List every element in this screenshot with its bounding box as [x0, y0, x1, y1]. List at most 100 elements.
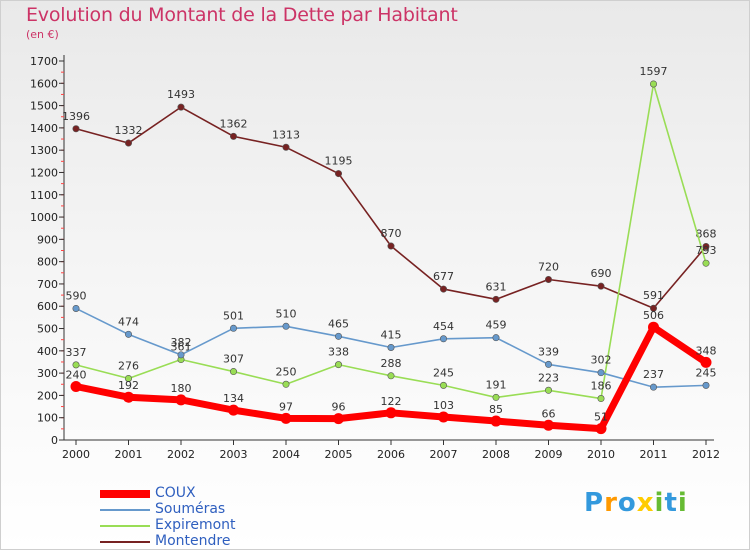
point-soumeras — [387, 343, 395, 351]
y-tick-label: 100 — [37, 412, 58, 425]
point-montendre — [177, 103, 185, 111]
point-montendre — [492, 295, 500, 303]
y-tick-label: 200 — [37, 389, 58, 402]
y-tick-label: 1300 — [30, 144, 58, 157]
data-label-soumeras: 474 — [118, 315, 139, 328]
point-coux — [700, 356, 712, 368]
legend-swatch — [100, 541, 150, 543]
data-label-coux: 85 — [489, 403, 503, 416]
data-label-soumeras: 415 — [381, 328, 402, 341]
data-label-montendre: 1493 — [167, 88, 195, 101]
point-montendre — [439, 285, 447, 293]
point-soumeras — [544, 360, 552, 368]
y-tick-label: 0 — [51, 434, 58, 447]
point-coux — [543, 419, 554, 431]
data-label-coux: 348 — [696, 344, 717, 357]
data-label-montendre: 690 — [591, 267, 612, 280]
y-tick-label: 1500 — [30, 100, 58, 113]
data-label-expiremont: 276 — [118, 359, 139, 372]
legend-label: COUX — [155, 485, 196, 501]
x-tick-label: 2003 — [220, 448, 248, 461]
point-expiremont — [702, 259, 710, 267]
point-montendre — [702, 242, 710, 250]
data-label-coux: 122 — [381, 395, 402, 408]
data-label-expiremont: 288 — [381, 357, 402, 370]
point-montendre — [544, 275, 552, 283]
y-tick-label: 1600 — [30, 77, 58, 90]
legend-swatch — [100, 525, 150, 527]
point-soumeras — [597, 369, 605, 377]
data-label-coux: 103 — [433, 399, 454, 412]
point-expiremont — [597, 395, 605, 403]
chart-title: Evolution du Montant de la Dette par Hab… — [26, 4, 458, 26]
data-label-soumeras: 510 — [276, 307, 297, 320]
point-expiremont — [492, 393, 500, 401]
data-label-expiremont: 793 — [696, 244, 717, 257]
legend-label: Montendre — [155, 533, 231, 549]
point-expiremont — [649, 80, 657, 88]
y-tick-label: 800 — [37, 256, 58, 269]
point-expiremont — [387, 372, 395, 380]
data-label-expiremont: 191 — [486, 378, 507, 391]
y-tick-label: 1000 — [30, 211, 58, 224]
data-label-soumeras: 454 — [433, 320, 454, 333]
data-label-montendre: 870 — [381, 227, 402, 240]
point-soumeras — [439, 335, 447, 343]
logo-letter: t — [664, 488, 678, 518]
y-tick-label: 500 — [37, 323, 58, 336]
data-label-montendre: 591 — [643, 289, 664, 302]
point-montendre — [125, 139, 133, 147]
point-soumeras — [702, 381, 710, 389]
point-expiremont — [125, 374, 133, 382]
point-expiremont — [72, 361, 80, 369]
data-label-soumeras: 590 — [66, 289, 87, 302]
data-label-expiremont: 337 — [66, 346, 87, 359]
data-label-coux: 134 — [223, 392, 244, 405]
data-label-expiremont: 361 — [171, 341, 192, 354]
point-coux — [333, 413, 344, 425]
x-tick-label: 2001 — [115, 448, 143, 461]
point-expiremont — [544, 386, 552, 394]
y-tick-label: 1700 — [30, 55, 58, 68]
point-montendre — [282, 143, 290, 151]
point-soumeras — [492, 334, 500, 342]
point-expiremont — [439, 381, 447, 389]
y-tick-label: 1200 — [30, 166, 58, 179]
data-label-expiremont: 223 — [538, 371, 559, 384]
data-label-soumeras: 465 — [328, 317, 349, 330]
data-label-soumeras: 382 — [171, 336, 192, 349]
data-label-coux: 192 — [118, 379, 139, 392]
point-soumeras — [649, 383, 657, 391]
point-soumeras — [230, 324, 238, 332]
data-label-montendre: 868 — [696, 227, 717, 240]
point-soumeras — [282, 322, 290, 330]
logo-letter: i — [677, 488, 688, 518]
point-coux — [228, 404, 239, 416]
x-tick-label: 2006 — [377, 448, 405, 461]
logo-letter: P — [584, 488, 605, 518]
point-expiremont — [230, 368, 238, 376]
point-soumeras — [125, 330, 133, 338]
x-tick-label: 2007 — [430, 448, 458, 461]
point-coux — [438, 411, 449, 423]
data-label-expiremont: 245 — [433, 366, 454, 379]
x-tick-label: 2010 — [587, 448, 615, 461]
proxiti-logo: Proxiti — [584, 488, 688, 518]
data-label-montendre: 1195 — [325, 155, 353, 168]
point-montendre — [334, 170, 342, 178]
point-coux — [175, 394, 187, 406]
x-tick-label: 2011 — [640, 448, 668, 461]
data-label-montendre: 1332 — [115, 124, 143, 137]
y-tick-label: 300 — [37, 367, 58, 380]
point-soumeras — [334, 332, 342, 340]
point-soumeras — [177, 351, 185, 359]
data-label-montendre: 631 — [486, 280, 507, 293]
y-tick-label: 600 — [37, 300, 58, 313]
y-tick-label: 1100 — [30, 189, 58, 202]
data-label-soumeras: 237 — [643, 368, 664, 381]
point-montendre — [649, 304, 657, 312]
legend-swatch — [100, 490, 150, 498]
y-tick-label: 900 — [37, 233, 58, 246]
